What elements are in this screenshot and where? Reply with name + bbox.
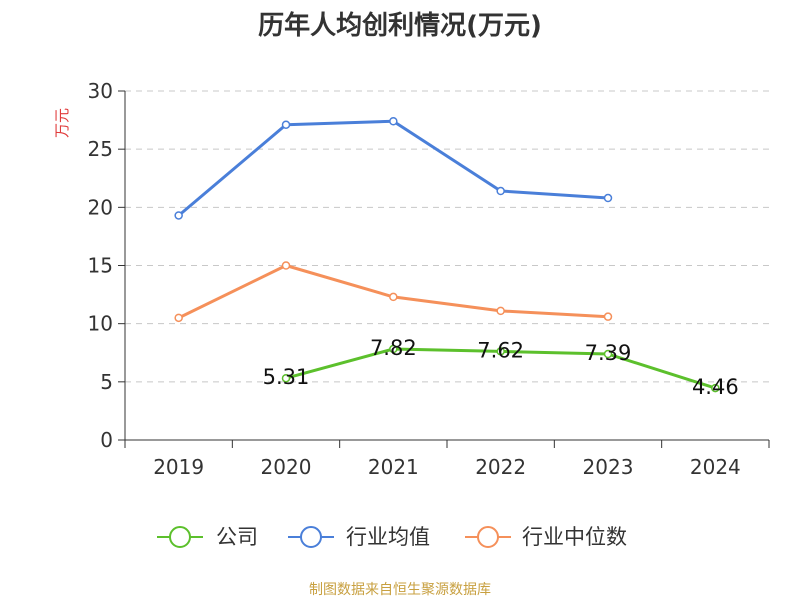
data-point[interactable]: [603, 312, 613, 321]
series-line-2: [178, 264, 609, 320]
data-point[interactable]: [603, 193, 613, 203]
data-labels: 5.31 7.82 7.62 7.39 4.46: [263, 336, 739, 399]
series-line-1: [177, 119, 609, 217]
chart-title: 历年人均创利情况(万元): [258, 10, 542, 41]
legend-label: 行业均值: [346, 525, 430, 549]
x-tick-label: 2023: [583, 455, 634, 479]
x-tick-label: 2022: [475, 455, 526, 479]
x-tick-label: 2021: [368, 455, 419, 479]
source-note: 制图数据来自恒生聚源数据库: [309, 582, 491, 598]
data-point[interactable]: [281, 261, 291, 270]
data-point[interactable]: [174, 211, 183, 220]
y-axis-label: 万元: [53, 108, 71, 138]
y-tick-label: 25: [88, 137, 113, 161]
axes: 0 5 10 15 20 25 30 2019 2020 2021 2022 2023 2024: [88, 79, 770, 479]
series-layer: [174, 116, 720, 393]
y-tick-label: 10: [88, 312, 113, 336]
legend-marker: [477, 526, 499, 548]
data-point[interactable]: [281, 373, 291, 383]
data-label: 7.82: [370, 336, 417, 360]
legend-item-1[interactable]: 行业均值: [288, 525, 430, 549]
gridlines: [125, 90, 769, 383]
data-point[interactable]: [496, 347, 505, 356]
legend[interactable]: 公司 行业均值 行业中位数: [157, 525, 627, 549]
legend-item-2[interactable]: 行业中位数: [465, 525, 627, 549]
x-tick-label: 2020: [261, 455, 312, 479]
data-point[interactable]: [389, 116, 398, 126]
legend-item-0[interactable]: 公司: [157, 525, 258, 549]
y-tick-label: 30: [88, 79, 113, 103]
legend-label: 公司: [216, 525, 258, 549]
x-tick-label: 2024: [690, 455, 741, 479]
data-point[interactable]: [496, 306, 505, 316]
data-point[interactable]: [603, 349, 613, 359]
y-tick-label: 0: [100, 428, 113, 452]
data-label: 7.62: [477, 338, 524, 362]
y-tick-label: 5: [100, 370, 113, 394]
y-tick-label: 15: [88, 254, 113, 278]
legend-marker: [300, 526, 322, 548]
y-tick-label: 20: [88, 195, 113, 219]
data-point[interactable]: [711, 383, 720, 393]
data-point[interactable]: [496, 186, 505, 196]
data-point[interactable]: [389, 344, 398, 354]
legend-marker: [169, 526, 191, 548]
data-point[interactable]: [174, 313, 183, 323]
x-tick-label: 2019: [153, 455, 204, 479]
data-label: 4.46: [692, 375, 739, 399]
data-label: 5.31: [263, 365, 310, 389]
data-point[interactable]: [281, 120, 291, 129]
data-point[interactable]: [389, 292, 398, 302]
data-label: 7.39: [585, 341, 632, 365]
legend-label: 行业中位数: [522, 525, 627, 549]
